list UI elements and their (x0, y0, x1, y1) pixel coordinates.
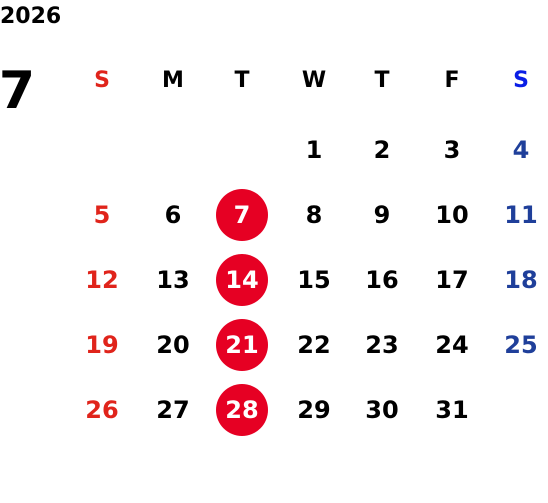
day-number: 30 (365, 396, 398, 424)
weekday-label: M (162, 68, 184, 93)
day-number: 18 (504, 266, 537, 294)
day-number: 15 (297, 266, 330, 294)
day-number: 20 (156, 331, 189, 359)
highlight-circle (216, 254, 268, 306)
day-number: 4 (513, 136, 530, 164)
day-number: 2 (374, 136, 391, 164)
weekday-label: F (444, 68, 459, 93)
day-number: 7 (234, 201, 251, 229)
day-number: 3 (444, 136, 461, 164)
weekday-label: T (374, 68, 389, 93)
weekday-label: T (234, 68, 249, 93)
day-number: 10 (435, 201, 468, 229)
month: 7 (0, 61, 35, 121)
day-number: 19 (85, 331, 118, 359)
day-number: 6 (165, 201, 182, 229)
day-number: 1 (306, 136, 323, 164)
highlight-circle (216, 189, 268, 241)
weekday-label: S (94, 68, 110, 93)
day-number: 22 (297, 331, 330, 359)
weekday-label: S (513, 68, 529, 93)
day-number: 28 (225, 396, 258, 424)
day-number: 16 (365, 266, 398, 294)
day-number: 9 (374, 201, 391, 229)
year: 2026 (0, 4, 61, 29)
day-number: 8 (306, 201, 323, 229)
day-number: 29 (297, 396, 330, 424)
day-number: 11 (504, 201, 537, 229)
day-number: 31 (435, 396, 468, 424)
weekday-label: W (302, 68, 326, 93)
day-number: 24 (435, 331, 468, 359)
day-number: 14 (225, 266, 258, 294)
day-number: 23 (365, 331, 398, 359)
day-number: 26 (85, 396, 118, 424)
day-number: 5 (94, 201, 111, 229)
day-number: 21 (225, 331, 258, 359)
day-number: 25 (504, 331, 537, 359)
highlight-circle (216, 319, 268, 371)
day-number: 27 (156, 396, 189, 424)
day-number: 12 (85, 266, 118, 294)
day-number: 17 (435, 266, 468, 294)
highlight-circle (216, 384, 268, 436)
day-number: 13 (156, 266, 189, 294)
